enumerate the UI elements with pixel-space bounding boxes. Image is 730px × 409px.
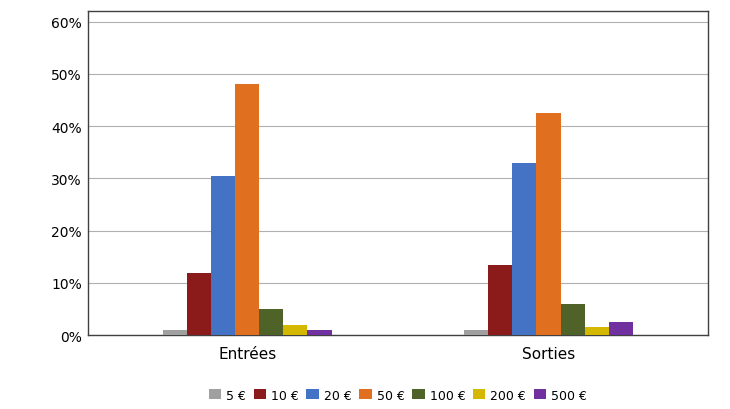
Legend: 5 €, 10 €, 20 €, 50 €, 100 €, 200 €, 500 €: 5 €, 10 €, 20 €, 50 €, 100 €, 200 €, 500… [204, 384, 592, 407]
Bar [187, 273, 211, 335]
Bar [609, 322, 633, 335]
Bar [585, 328, 609, 335]
Bar [283, 325, 307, 335]
Bar [211, 176, 235, 335]
Bar [464, 330, 488, 335]
Bar [259, 309, 283, 335]
Bar [537, 114, 561, 335]
Bar [512, 164, 537, 335]
Bar [235, 85, 259, 335]
Bar [561, 304, 585, 335]
Bar [307, 330, 331, 335]
Bar [163, 330, 187, 335]
Bar [488, 265, 512, 335]
